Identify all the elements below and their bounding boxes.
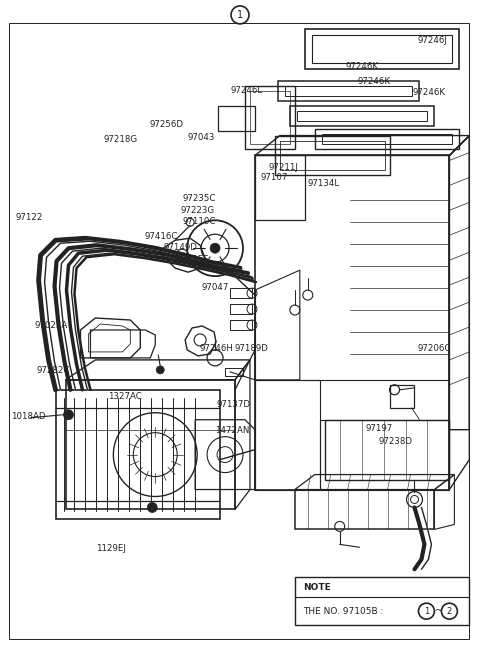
Text: 97134L: 97134L	[307, 179, 339, 188]
Text: 97256D: 97256D	[149, 121, 183, 130]
Text: 97246H: 97246H	[199, 344, 233, 353]
Text: 1327AC: 1327AC	[108, 392, 142, 401]
Text: 97246K: 97246K	[357, 76, 390, 86]
Text: 97246K: 97246K	[412, 88, 445, 97]
Text: THE NO. 97105B :: THE NO. 97105B :	[303, 607, 386, 616]
Text: 97223G: 97223G	[180, 206, 214, 214]
Text: 97218G: 97218G	[104, 135, 138, 144]
Text: 97238D: 97238D	[379, 437, 413, 446]
Text: 97189D: 97189D	[234, 344, 268, 353]
Circle shape	[147, 502, 157, 513]
Text: 97282C: 97282C	[36, 366, 70, 375]
Text: 97197: 97197	[365, 424, 393, 433]
Bar	[230, 320, 252, 330]
Text: ~: ~	[435, 606, 444, 616]
Text: 97149D: 97149D	[163, 243, 197, 252]
Text: 1129EJ: 1129EJ	[96, 544, 126, 553]
Bar	[230, 304, 252, 314]
Text: 97047: 97047	[202, 283, 229, 292]
Text: 1: 1	[424, 607, 429, 616]
Text: 2: 2	[447, 607, 452, 616]
Text: 97235C: 97235C	[182, 194, 216, 203]
Text: 1: 1	[237, 10, 243, 20]
Text: 97246K: 97246K	[345, 62, 378, 71]
Text: 97110C: 97110C	[182, 218, 216, 226]
Text: 97206C: 97206C	[417, 344, 450, 353]
Text: 97107: 97107	[261, 174, 288, 183]
Text: 97246L: 97246L	[230, 86, 263, 95]
Circle shape	[63, 410, 73, 420]
Text: 97043: 97043	[187, 133, 215, 143]
Bar	[230, 288, 252, 298]
Text: 97211J: 97211J	[269, 163, 299, 172]
Text: 1472AN: 1472AN	[215, 426, 250, 435]
Text: 1018AD: 1018AD	[11, 412, 46, 421]
Text: 97416C: 97416C	[144, 231, 178, 240]
Text: 97246J: 97246J	[417, 36, 447, 45]
Circle shape	[156, 366, 164, 374]
Text: NOTE: NOTE	[303, 583, 331, 592]
Bar	[225, 368, 243, 376]
Text: 97122: 97122	[15, 213, 42, 222]
Bar	[295, 577, 469, 625]
Text: 97023A: 97023A	[34, 321, 68, 330]
Text: 97137D: 97137D	[216, 400, 250, 410]
Text: 97115F: 97115F	[177, 255, 209, 264]
Circle shape	[210, 243, 220, 253]
